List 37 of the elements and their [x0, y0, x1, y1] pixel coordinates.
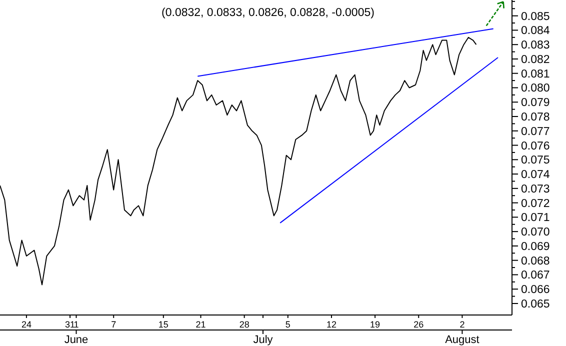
x-tick-label: 26 [414, 320, 424, 330]
x-tick-label: 7 [111, 320, 116, 330]
y-tick-label: 0.071 [521, 212, 550, 224]
x-tick-label: 5 [285, 320, 290, 330]
y-tick-label: 0.080 [521, 82, 550, 95]
y-tick-label: 0.069 [521, 240, 550, 253]
y-tick-label: 0.065 [521, 298, 550, 310]
y-tick-label: 0.081 [521, 68, 550, 80]
y-tick-label: 0.074 [521, 169, 550, 182]
x-tick-label: 19 [370, 320, 380, 330]
x-tick-label: 15 [158, 320, 168, 330]
x2-tick-label: July [253, 334, 274, 346]
y-tick-label: 0.077 [521, 126, 550, 138]
x-tick-label: 31 [65, 320, 76, 330]
y-tick-label: 0.078 [521, 112, 550, 124]
y-tick-label: 0.082 [521, 54, 550, 66]
y-tick-label: 0.066 [521, 284, 550, 296]
x-tick-label: 28 [239, 320, 250, 330]
x-tick-label: 1 [74, 320, 79, 330]
x-tick-label: 12 [326, 320, 336, 330]
y-tick-label: 0.073 [521, 183, 550, 196]
y-tick-label: 0.075 [521, 154, 550, 167]
y-tick-label: 0.076 [521, 140, 550, 152]
x-tick-label: 24 [21, 320, 32, 330]
y-tick-label: 0.083 [521, 40, 550, 52]
x2-tick-label: August [445, 334, 480, 346]
y-tick-label: 0.068 [521, 255, 550, 268]
y-tick-label: 0.072 [521, 198, 550, 210]
y-tick-label: 0.067 [521, 270, 550, 282]
x-tick-label: 21 [196, 320, 206, 330]
y-tick-label: 0.084 [521, 25, 550, 38]
x2-tick-label: June [64, 334, 88, 346]
y-tick-label: 0.070 [521, 226, 550, 239]
y-tick-label: 0.085 [521, 10, 550, 23]
y-tick-label: 0.079 [521, 97, 550, 110]
text: (0.0832, 0.0833, 0.0826, 0.0828, -0.0005) [162, 7, 375, 19]
x-tick-label: 2 [460, 320, 465, 330]
